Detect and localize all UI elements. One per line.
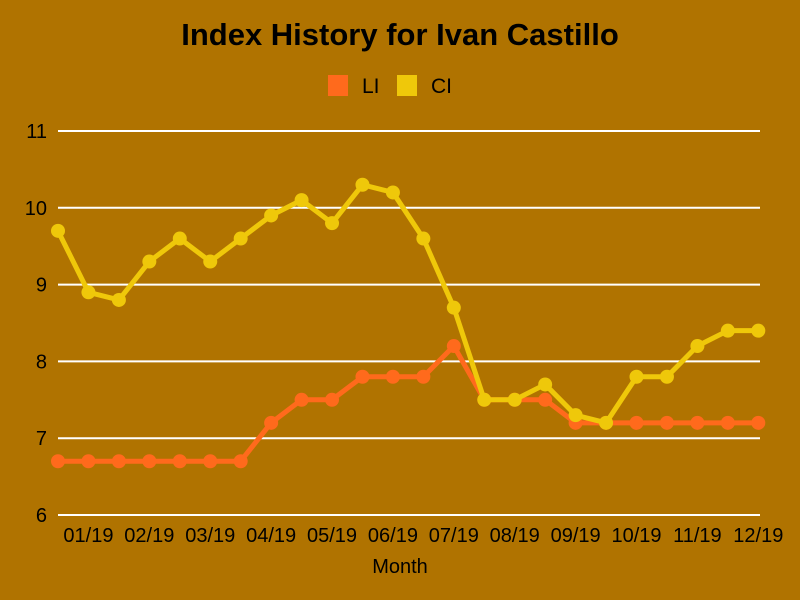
data-point-li bbox=[538, 392, 553, 407]
chart-title: Index History for Ivan Castillo bbox=[181, 17, 619, 52]
data-point-ci bbox=[355, 177, 370, 192]
data-point-ci bbox=[629, 369, 644, 384]
data-point-ci bbox=[538, 377, 553, 392]
y-tick-label: 7 bbox=[36, 428, 47, 450]
data-point-li bbox=[720, 415, 735, 430]
legend-swatch-ci bbox=[397, 75, 417, 96]
data-point-li bbox=[751, 415, 766, 430]
x-axis-title: Month bbox=[372, 556, 428, 578]
x-tick-label: 10/19 bbox=[611, 525, 661, 547]
x-tick-label: 03/19 bbox=[185, 525, 235, 547]
y-tick-label: 11 bbox=[26, 121, 47, 143]
series-layer bbox=[51, 177, 766, 469]
data-point-li bbox=[203, 454, 218, 469]
gridlines-layer bbox=[58, 130, 760, 516]
data-point-li bbox=[172, 454, 187, 469]
data-point-li bbox=[264, 415, 279, 430]
data-point-ci bbox=[81, 285, 96, 300]
y-tick-label: 6 bbox=[36, 505, 47, 527]
data-point-li bbox=[111, 454, 126, 469]
x-tick-label: 04/19 bbox=[246, 525, 296, 547]
data-point-ci bbox=[659, 369, 674, 384]
data-point-li bbox=[690, 415, 705, 430]
data-point-ci bbox=[385, 185, 400, 200]
x-tick-label: 02/19 bbox=[124, 525, 174, 547]
data-point-li bbox=[142, 454, 157, 469]
data-point-li bbox=[416, 369, 431, 384]
data-point-ci bbox=[111, 292, 126, 307]
data-point-ci bbox=[172, 231, 187, 246]
x-tick-label: 09/19 bbox=[551, 525, 601, 547]
x-tick-label: 01/19 bbox=[63, 525, 113, 547]
data-point-li bbox=[385, 369, 400, 384]
x-tick-label: 06/19 bbox=[368, 525, 418, 547]
data-point-ci bbox=[233, 231, 248, 246]
y-tick-label: 9 bbox=[36, 275, 47, 297]
data-point-li bbox=[294, 392, 309, 407]
data-point-li bbox=[51, 454, 65, 469]
legend-swatch-li bbox=[328, 75, 348, 96]
data-point-li bbox=[355, 369, 370, 384]
legend-label-ci: CI bbox=[431, 75, 452, 98]
x-tick-label: 05/19 bbox=[307, 525, 357, 547]
data-point-ci bbox=[720, 323, 735, 338]
x-tick-label: 08/19 bbox=[490, 525, 540, 547]
data-point-ci bbox=[477, 392, 492, 407]
data-point-ci bbox=[568, 408, 583, 423]
data-point-li bbox=[659, 415, 674, 430]
data-point-ci bbox=[51, 223, 65, 238]
data-point-ci bbox=[599, 415, 614, 430]
series-line-li bbox=[58, 343, 759, 464]
y-tick-label: 8 bbox=[36, 351, 47, 373]
legend: LI CI bbox=[328, 75, 452, 98]
data-point-ci bbox=[446, 300, 461, 315]
data-point-li bbox=[233, 454, 248, 469]
data-point-ci bbox=[294, 193, 309, 208]
data-point-ci bbox=[142, 254, 157, 269]
y-tick-label: 10 bbox=[25, 198, 47, 220]
x-tick-label: 07/19 bbox=[429, 525, 479, 547]
data-point-li bbox=[629, 415, 644, 430]
y-axis-tick-labels: 6 7 8 9 10 11 bbox=[25, 121, 47, 527]
x-tick-label: 12/19 bbox=[733, 525, 783, 547]
data-point-ci bbox=[416, 231, 431, 246]
series-line-ci bbox=[55, 182, 759, 426]
data-point-li bbox=[325, 392, 340, 407]
legend-label-li: LI bbox=[362, 75, 380, 98]
data-point-ci bbox=[203, 254, 218, 269]
data-point-ci bbox=[690, 339, 705, 354]
data-point-ci bbox=[751, 323, 766, 338]
data-point-ci bbox=[507, 392, 522, 407]
x-tick-label: 11/19 bbox=[673, 525, 722, 547]
data-point-li bbox=[446, 339, 461, 354]
data-point-ci bbox=[264, 208, 279, 223]
data-point-li bbox=[81, 454, 96, 469]
data-point-ci bbox=[325, 216, 340, 231]
x-axis-tick-labels: 01/19 02/19 03/19 04/19 05/19 06/19 07/19 08/19… bbox=[63, 525, 783, 547]
